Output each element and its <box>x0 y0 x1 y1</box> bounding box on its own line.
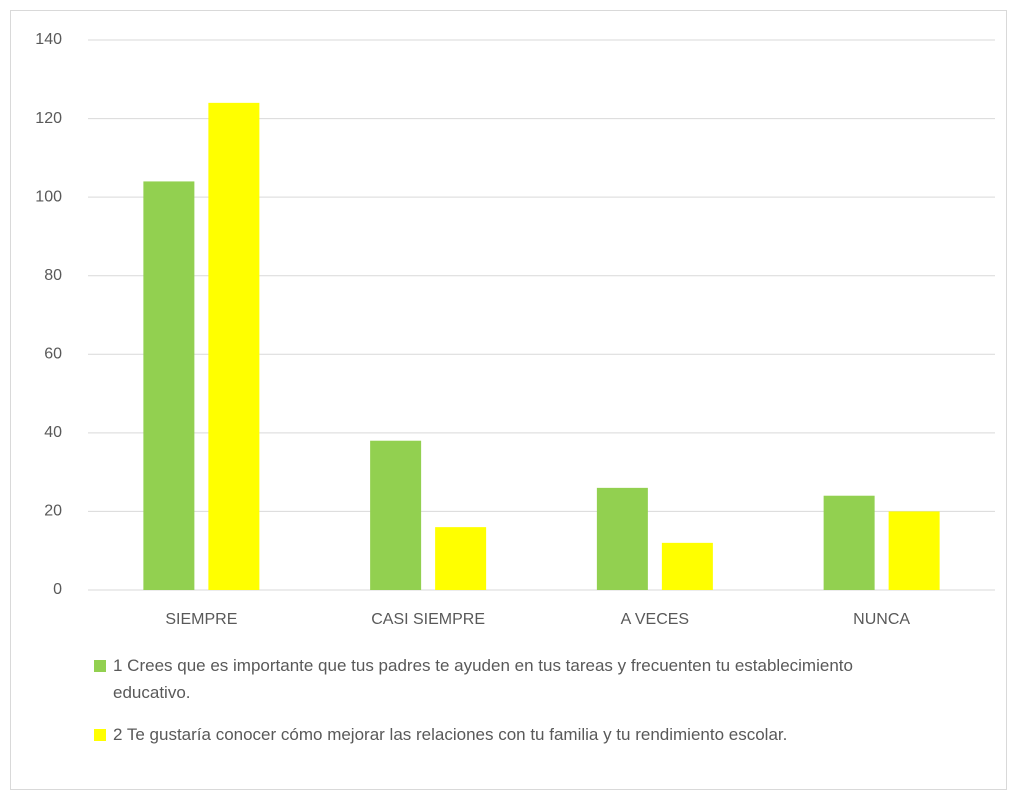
legend-entry: 2 Te gustaría conocer cómo mejorar las r… <box>94 721 914 748</box>
x-tick-label: CASI SIEMPRE <box>371 611 485 628</box>
chart: 0 20 40 60 80 100 120 140 SIEMPRE CASI SIEMPRE A V… <box>35 31 995 628</box>
legend: 1 Crees que es importante que tus padres… <box>94 652 914 763</box>
legend-label: 2 Te gustaría conocer cómo mejorar las r… <box>113 725 788 744</box>
y-tick-label: 140 <box>35 31 62 48</box>
x-tick-label: SIEMPRE <box>165 611 237 628</box>
bar <box>435 527 487 590</box>
legend-entry: 1 Crees que es importante que tus padres… <box>94 652 914 706</box>
legend-label: 1 Crees que es importante que tus padres… <box>113 656 853 702</box>
y-tick-label: 40 <box>44 424 62 441</box>
y-tick-label: 120 <box>35 110 62 127</box>
bar <box>823 495 875 590</box>
bar <box>596 487 648 590</box>
bar <box>143 181 195 590</box>
bar <box>888 511 940 590</box>
bar <box>208 102 260 590</box>
bar <box>661 542 713 590</box>
legend-swatch <box>94 729 106 741</box>
legend-swatch <box>94 660 106 672</box>
y-tick-label: 80 <box>44 267 62 284</box>
x-tick-label: NUNCA <box>853 611 910 628</box>
x-tick-label: A VECES <box>621 611 689 628</box>
y-tick-label: 60 <box>44 346 62 363</box>
bar <box>370 440 422 590</box>
y-tick-label: 0 <box>53 581 62 598</box>
page: {"chart_data": {"type": "bar", "categori… <box>10 10 1007 790</box>
y-tick-label: 100 <box>35 188 62 205</box>
y-tick-label: 20 <box>44 503 62 520</box>
